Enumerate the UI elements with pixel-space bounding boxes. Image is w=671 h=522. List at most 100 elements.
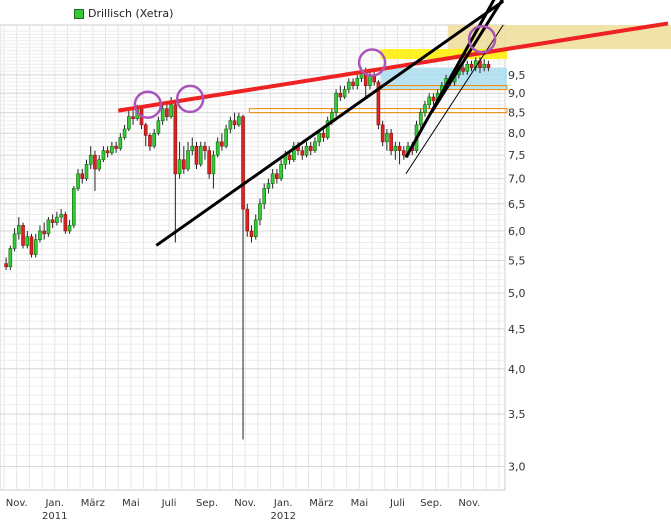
highlight-circle (175, 84, 205, 114)
candle (84, 159, 89, 182)
candle (334, 89, 338, 117)
candle-body (46, 219, 51, 235)
candle (355, 74, 360, 90)
candle-body (262, 188, 266, 205)
candle (110, 141, 114, 156)
candle-body (215, 141, 220, 156)
candle (253, 214, 258, 240)
candle-body (29, 236, 34, 255)
legend: Drillisch (Xetra) (74, 7, 173, 20)
candle-body (55, 216, 59, 223)
candle-body (351, 81, 355, 87)
candle-body (190, 145, 195, 151)
candle (338, 85, 343, 101)
candle-body (17, 225, 21, 235)
candle-body (292, 145, 296, 161)
candle-body (21, 225, 25, 246)
candle (279, 159, 283, 182)
legend-label: Drillisch (Xetra) (88, 7, 174, 20)
y-tick-label: 3,5 (508, 408, 526, 421)
candle (127, 110, 131, 132)
x-year-label: 2012 (271, 511, 296, 522)
candle (325, 116, 330, 140)
candle-body (67, 225, 72, 232)
x-tick-label: Juli (389, 498, 405, 509)
candle (292, 141, 296, 163)
candle (67, 219, 72, 234)
candle (431, 93, 436, 105)
candle-body (321, 132, 326, 138)
candle-body (97, 159, 101, 170)
y-tick-label: 9,0 (508, 87, 526, 100)
candle (21, 222, 25, 249)
x-tick-label: Nov. (234, 498, 256, 509)
plot-area (0, 24, 506, 491)
candle-body (182, 159, 186, 170)
candle (156, 116, 161, 136)
candle (203, 141, 207, 160)
candle-body (220, 141, 224, 147)
candle (59, 209, 63, 223)
candle-body (308, 145, 313, 151)
candle (29, 233, 34, 258)
candle (148, 133, 152, 151)
candle-body (275, 173, 279, 179)
candle (245, 203, 250, 237)
candle-body (194, 145, 199, 165)
candle-body (423, 104, 427, 113)
x-tick-label: Sep. (196, 498, 218, 509)
candle-body (461, 67, 465, 72)
candle-body (342, 89, 347, 98)
x-tick-label: Jan. (44, 498, 64, 509)
candle-body (207, 150, 211, 175)
candle (33, 233, 38, 258)
candle (351, 78, 355, 90)
candle-body (122, 128, 127, 138)
candle-body (258, 203, 262, 221)
candle (465, 60, 470, 75)
x-tick-label: Jan. (273, 498, 293, 509)
y-tick-label: 5,5 (508, 255, 526, 268)
candle (38, 225, 42, 243)
candle (380, 120, 385, 147)
candle-body (50, 219, 55, 223)
candle (427, 93, 431, 109)
candle-body (33, 239, 38, 255)
candle-body (101, 150, 106, 161)
candle (241, 114, 245, 440)
candle-body (12, 233, 17, 249)
highlight-circle (467, 24, 497, 54)
candle (186, 141, 190, 172)
candle (482, 59, 486, 72)
candle-body (59, 214, 63, 218)
candle (393, 141, 398, 160)
candle (42, 222, 46, 240)
candle-body (127, 116, 131, 130)
candle-body (334, 92, 338, 113)
candle-body (241, 116, 245, 210)
candle-body (169, 104, 173, 117)
y-tick-label: 6,5 (508, 198, 526, 211)
candle (423, 100, 427, 117)
candle (8, 245, 13, 270)
candle-body (385, 132, 389, 143)
candle-body (198, 145, 203, 165)
candle-body (237, 116, 241, 126)
y-tick-label: 8,0 (508, 127, 526, 140)
x-tick-label: Mai (122, 498, 140, 509)
candle-body (165, 108, 169, 117)
candle-body (397, 145, 402, 151)
candle (131, 108, 135, 125)
candle-body (338, 92, 343, 98)
candle-body (160, 108, 165, 122)
candle-body (156, 120, 161, 134)
candle (300, 146, 305, 160)
candle-body (177, 159, 182, 175)
candle (198, 141, 203, 167)
candle (97, 155, 101, 172)
x-tick-label: Nov. (458, 498, 480, 509)
candle (190, 137, 195, 156)
candle (304, 141, 309, 158)
candle-body (253, 219, 258, 238)
